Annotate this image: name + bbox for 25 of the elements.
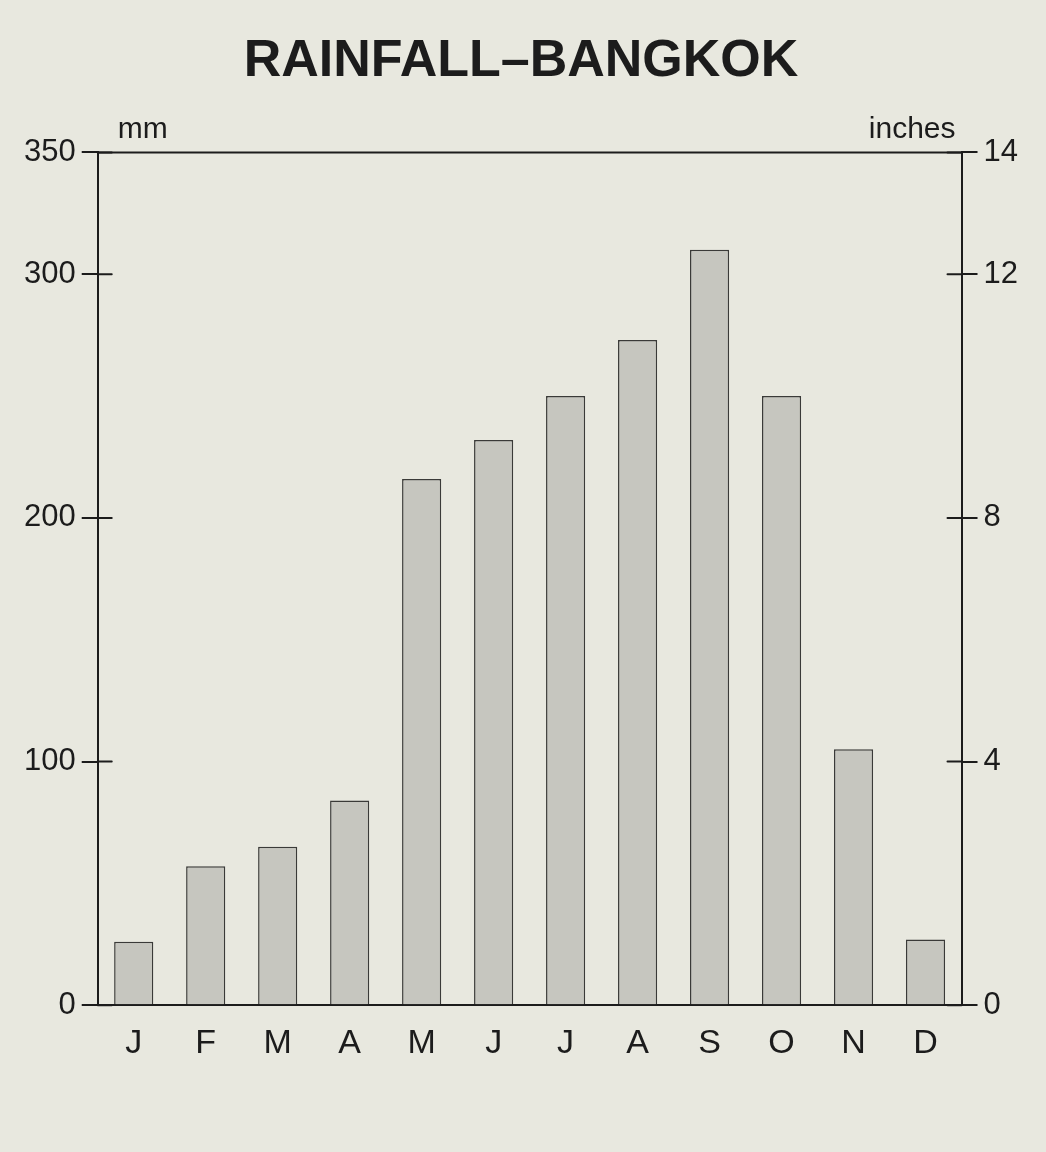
- y-tick-label: 350: [23, 132, 76, 168]
- y-tick-label: 300: [23, 254, 76, 290]
- x-tick-label: J: [485, 1021, 503, 1060]
- x-tick-label: O: [768, 1021, 795, 1060]
- x-tick-label: J: [557, 1021, 575, 1060]
- x-tick-label: D: [913, 1021, 938, 1060]
- x-tick-label: S: [698, 1021, 721, 1060]
- y-tick-label: 0: [58, 985, 76, 1021]
- x-tick-label: A: [338, 1021, 362, 1060]
- x-tick-label: M: [407, 1021, 436, 1060]
- y2-axis-title: inches: [868, 111, 956, 145]
- x-tick-label: A: [626, 1021, 650, 1060]
- y2-tick-label: 8: [983, 498, 1001, 534]
- x-tick-label: J: [125, 1021, 143, 1060]
- y2-tick-label: 14: [983, 132, 1018, 168]
- chart-title: RAINFALL–BANGKOK: [243, 28, 799, 87]
- y2-tick-label: 12: [983, 254, 1018, 290]
- y-tick-label: 200: [23, 498, 76, 534]
- y-tick-label: 100: [23, 742, 76, 778]
- x-tick-label: N: [841, 1021, 866, 1060]
- y2-tick-label: 0: [983, 985, 1001, 1021]
- y2-tick-label: 4: [983, 742, 1001, 778]
- y-axis-title: mm: [117, 111, 168, 145]
- x-tick-label: F: [195, 1021, 217, 1060]
- x-tick-label: M: [263, 1021, 292, 1060]
